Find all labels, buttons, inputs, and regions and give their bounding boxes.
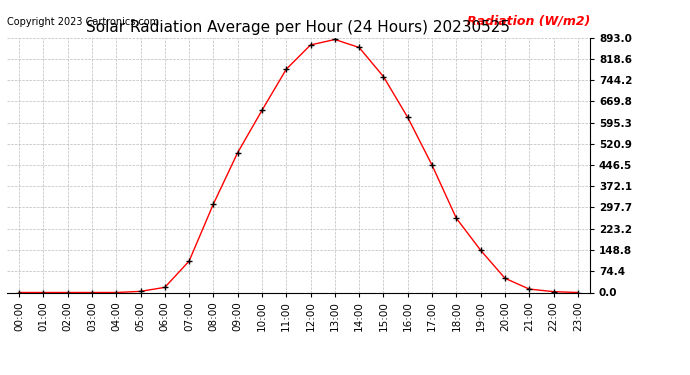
Text: Radiation (W/m2): Radiation (W/m2)	[466, 14, 590, 27]
Text: Copyright 2023 Cartronics.com: Copyright 2023 Cartronics.com	[7, 17, 159, 27]
Title: Solar Radiation Average per Hour (24 Hours) 20230525: Solar Radiation Average per Hour (24 Hou…	[86, 20, 511, 35]
